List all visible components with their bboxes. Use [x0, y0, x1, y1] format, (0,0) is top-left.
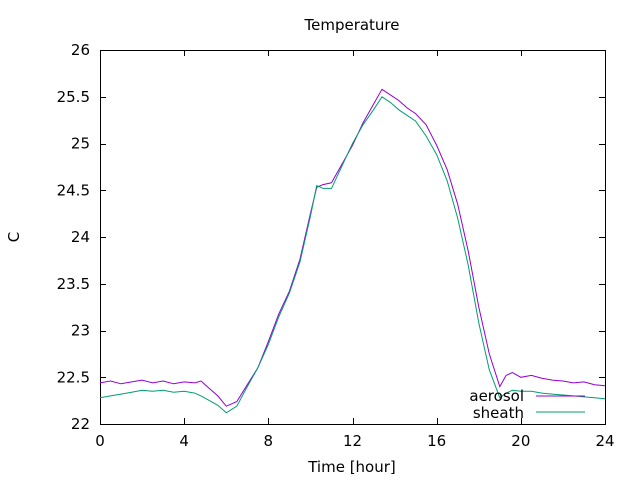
x-axis-label: Time [hour] — [307, 458, 396, 476]
chart-title: Temperature — [303, 16, 399, 34]
y-tick-label: 23.5 — [57, 275, 90, 293]
legend: aerosol sheath — [469, 387, 585, 422]
data-series — [99, 88, 606, 414]
legend-label-sheath: sheath — [473, 404, 524, 422]
y-tick-label: 22 — [71, 415, 90, 433]
y-tick-label: 25.5 — [57, 88, 90, 106]
x-tick-label: 24 — [595, 432, 614, 450]
y-axis-label: C — [5, 232, 23, 242]
y-tick-label: 24.5 — [57, 181, 90, 199]
y-tick-label: 22.5 — [57, 368, 90, 386]
y-tick-label: 24 — [71, 228, 90, 246]
x-tick-label: 8 — [264, 432, 274, 450]
x-tick-label: 16 — [427, 432, 446, 450]
x-tick-label: 20 — [511, 432, 530, 450]
y-tick-label: 25 — [71, 135, 90, 153]
legend-label-aerosol: aerosol — [469, 387, 524, 405]
axis-ticks: 0 4 8 12 16 20 24 22 22.5 23 23.5 24 24.5 25 25.5 26 — [57, 41, 615, 450]
plot-frame — [100, 50, 606, 425]
series-line-sheath — [99, 96, 606, 414]
x-tick-label: 12 — [343, 432, 362, 450]
x-tick-label: 4 — [179, 432, 189, 450]
x-tick-label: 0 — [95, 432, 105, 450]
series-line-aerosol — [99, 88, 606, 407]
y-tick-label: 26 — [71, 41, 90, 59]
y-tick-label: 23 — [71, 322, 90, 340]
